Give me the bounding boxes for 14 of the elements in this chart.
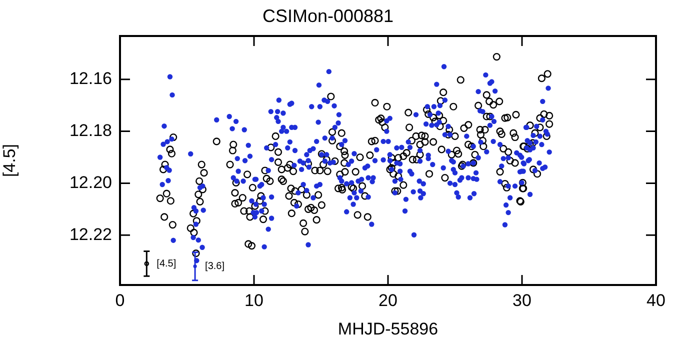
x-axis-title: MHJD-55896	[338, 319, 438, 338]
x-tick-label: 20	[378, 290, 398, 310]
y-tick-label: 12.16	[69, 69, 112, 88]
y-axis-title: [4.5]	[0, 144, 19, 178]
x-tick-label: 10	[244, 290, 264, 310]
y-tick-label: 12.18	[69, 120, 112, 140]
chart-title: CSIMon-000881	[262, 6, 394, 26]
series-label: [3.6]	[205, 261, 225, 272]
x-tick-label: 40	[646, 290, 666, 310]
x-tick-label: 30	[512, 290, 532, 310]
series-label: [4.5]	[156, 258, 176, 270]
y-tick-label: 12.20	[69, 172, 112, 192]
x-tick-label: 0	[115, 290, 125, 310]
y-tick-label: 12.22	[69, 224, 112, 244]
